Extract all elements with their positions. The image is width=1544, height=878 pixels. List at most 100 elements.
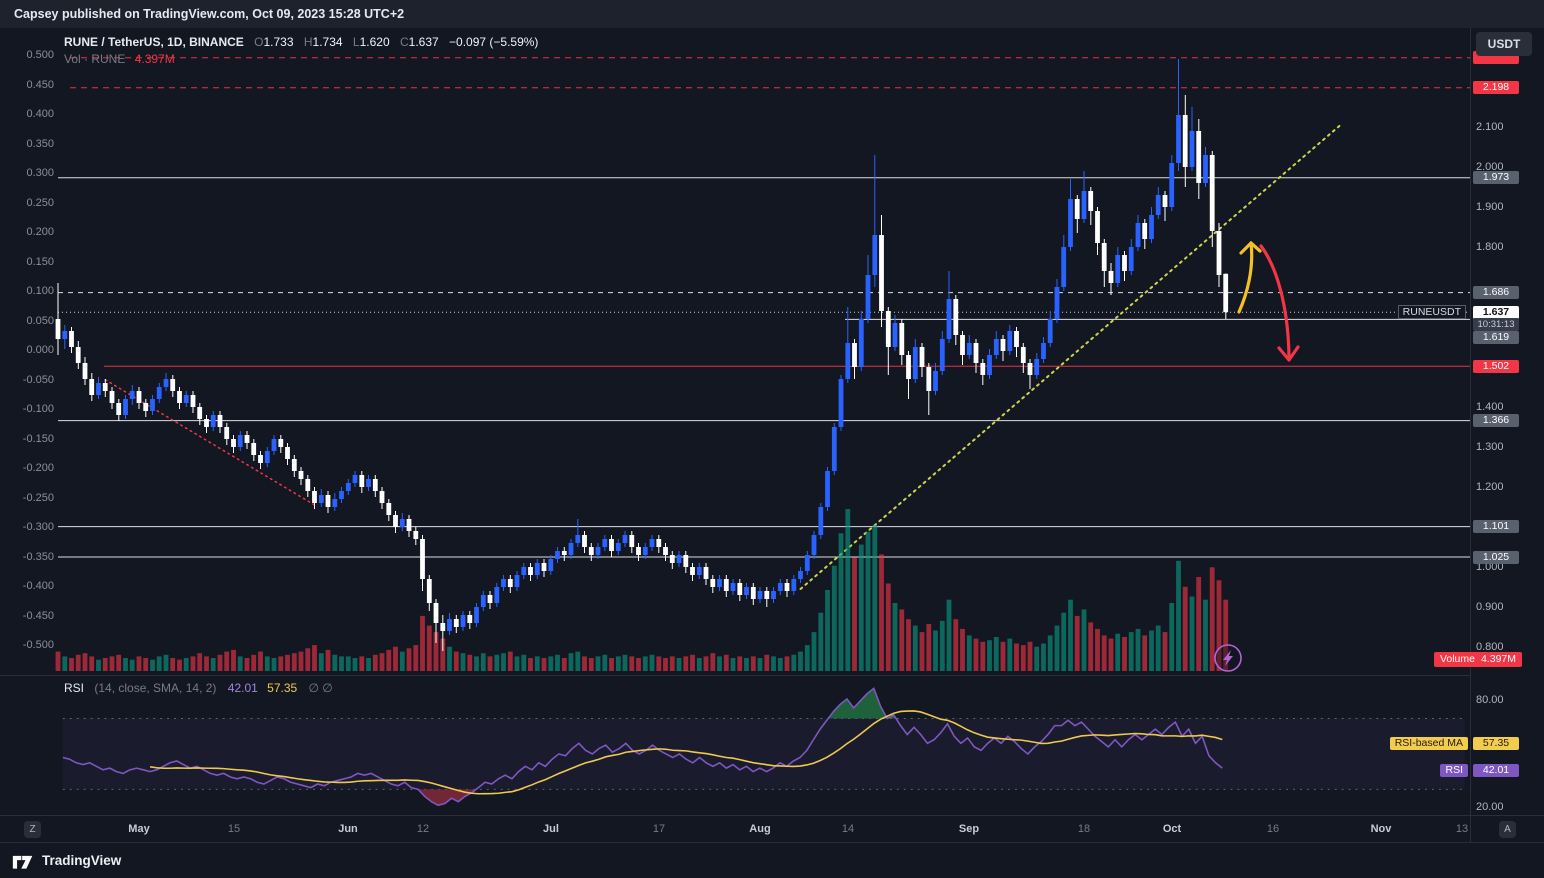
left-scale-label: -0.250 xyxy=(22,491,54,504)
time-tick: 18 xyxy=(1077,823,1091,835)
price-scale-label: 1.800 xyxy=(1476,241,1504,253)
rsi-title[interactable]: RSI xyxy=(64,681,85,695)
left-scale-label: -0.400 xyxy=(22,580,54,592)
time-axis[interactable]: May 15 Jun 12 Jul 17 Aug 14 Sep 18 Oct 16 Nov 13 xyxy=(0,815,1544,842)
price-scale-label: 0.800 xyxy=(1476,641,1504,653)
left-scale-label: 0.400 xyxy=(26,108,54,120)
rsi-legend[interactable]: RSI (14, close, SMA, 14, 2) 42.01 57.35 … xyxy=(64,681,333,695)
close-label: C xyxy=(399,35,409,49)
low-value: 1.620 xyxy=(359,35,390,49)
price-badge-1.025: 1.025 xyxy=(1473,550,1519,564)
volume-label: Vol · RUNE xyxy=(64,52,126,66)
price-badge-1.366: 1.366 xyxy=(1473,414,1519,428)
volume-value: 4.397M xyxy=(134,52,175,66)
publish-text: Capsey published on TradingView.com, Oct… xyxy=(14,7,405,21)
rsi-badge-value: 57.35 xyxy=(1473,736,1519,750)
time-tick: 16 xyxy=(1266,823,1280,835)
price-line-symbol-label: RUNEUSDT xyxy=(1397,305,1466,319)
price-scale-border xyxy=(1470,28,1471,842)
time-tick: Aug xyxy=(749,823,771,835)
rsi-badge-label: RSI-based MA xyxy=(1389,736,1468,750)
price-badge-2.198: 2.198 xyxy=(1473,81,1519,95)
currency-toggle-button[interactable]: USDT xyxy=(1476,32,1532,56)
footer: TradingView xyxy=(0,842,1544,878)
rsi-band xyxy=(62,718,1465,790)
rsi-value: 42.01 xyxy=(227,681,258,695)
price-scale-label: 1.900 xyxy=(1476,201,1504,213)
volume-legend[interactable]: Vol · RUNE 4.397M xyxy=(64,52,175,66)
left-scale-label: 0.450 xyxy=(26,78,54,91)
price-badge-10:31:13: 10:31:13 xyxy=(1473,317,1519,331)
price-badge-1.619: 1.619 xyxy=(1473,330,1519,344)
price-badge-1.973: 1.973 xyxy=(1473,171,1519,185)
left-scale-label: 0.250 xyxy=(26,196,54,209)
rsi-params: (14, close, SMA, 14, 2) xyxy=(94,681,217,695)
tradingview-brand[interactable]: TradingView xyxy=(42,853,122,868)
high-value: 1.734 xyxy=(312,35,343,49)
time-tick: 17 xyxy=(652,823,666,835)
left-scale-label: 0.100 xyxy=(26,285,54,297)
drawing-arrows[interactable] xyxy=(1237,241,1300,362)
left-scale-label: -0.300 xyxy=(22,521,54,533)
left-scale-label: 0.050 xyxy=(26,314,54,327)
price-scale-label: 2.000 xyxy=(1476,161,1504,173)
left-scale-label: -0.050 xyxy=(22,373,54,386)
left-scale-label: 0.300 xyxy=(26,167,54,179)
left-scale-label: 0.200 xyxy=(26,226,54,238)
price-badge-1.502: 1.502 xyxy=(1473,359,1519,373)
price-scale-label: 1.000 xyxy=(1476,561,1504,573)
auto-scale-button[interactable]: A xyxy=(1499,821,1516,838)
time-tick: Oct xyxy=(1162,823,1182,835)
rsi-fills xyxy=(418,688,897,806)
price-scale-label: 2.100 xyxy=(1476,121,1504,133)
volume-bars xyxy=(55,509,1229,671)
boost-button[interactable] xyxy=(1214,644,1242,672)
price-pane[interactable] xyxy=(0,28,1470,675)
time-tick: 12 xyxy=(416,823,430,835)
time-tick: 15 xyxy=(227,823,241,835)
close-value: 1.637 xyxy=(408,35,439,49)
price-scale-label: 1.300 xyxy=(1476,441,1504,453)
tradingview-logo-icon[interactable] xyxy=(12,851,34,871)
rsi-badge-label: RSI xyxy=(1440,763,1468,777)
rsi-pane[interactable] xyxy=(0,675,1470,815)
time-tick: Jul xyxy=(543,823,559,835)
rsi-placeholders: ∅ ∅ xyxy=(308,681,333,695)
rsi-scale-label: 80.00 xyxy=(1476,694,1504,706)
volume-badge-value: 4.397M xyxy=(1480,653,1516,665)
time-tick: 14 xyxy=(841,823,855,835)
volume-axis-badge: Volume 4.397M xyxy=(1433,652,1522,667)
rsi-badge-value: 42.01 xyxy=(1473,763,1519,777)
time-tick: May xyxy=(128,823,150,835)
candles xyxy=(55,59,1229,651)
volume-badge-label: Volume xyxy=(1439,653,1475,665)
left-scale-label: 0.500 xyxy=(26,49,54,61)
level-lines[interactable] xyxy=(58,57,1470,590)
rsi-scale-label: 20.00 xyxy=(1476,800,1504,813)
rsi-ma-line xyxy=(149,710,1223,795)
change-value: −0.097 (−5.59%) xyxy=(449,35,539,49)
left-scale-label: 0.350 xyxy=(26,137,54,150)
publish-bar: Capsey published on TradingView.com, Oct… xyxy=(0,0,1544,28)
high-label: H xyxy=(303,35,313,49)
price-scale-label: 0.900 xyxy=(1476,601,1504,613)
left-scale-label: -0.350 xyxy=(22,550,54,563)
left-scale-label: 0.000 xyxy=(26,344,54,356)
time-tick: Jun xyxy=(338,823,358,835)
left-scale-label: -0.450 xyxy=(22,609,54,622)
time-tick: 13 xyxy=(1455,823,1469,835)
left-scale-label: -0.150 xyxy=(22,432,54,445)
price-badge-1.637: 1.637 xyxy=(1473,305,1519,319)
price-badge-1.686: 1.686 xyxy=(1473,286,1519,300)
left-scale-label: -0.100 xyxy=(22,403,54,415)
left-scale-label: -0.500 xyxy=(22,639,54,651)
time-tick: Nov xyxy=(1370,823,1392,835)
left-scale-label: -0.200 xyxy=(22,462,54,474)
symbol-title[interactable]: RUNE / TetherUS, 1D, BINANCE xyxy=(64,35,244,49)
timezone-button[interactable]: Z xyxy=(24,821,41,838)
symbol-legend[interactable]: RUNE / TetherUS, 1D, BINANCE O1.733 H1.7… xyxy=(64,35,538,49)
open-value: 1.733 xyxy=(263,35,294,49)
price-badge-1.101: 1.101 xyxy=(1473,520,1519,534)
left-scale-label: 0.150 xyxy=(26,255,54,268)
